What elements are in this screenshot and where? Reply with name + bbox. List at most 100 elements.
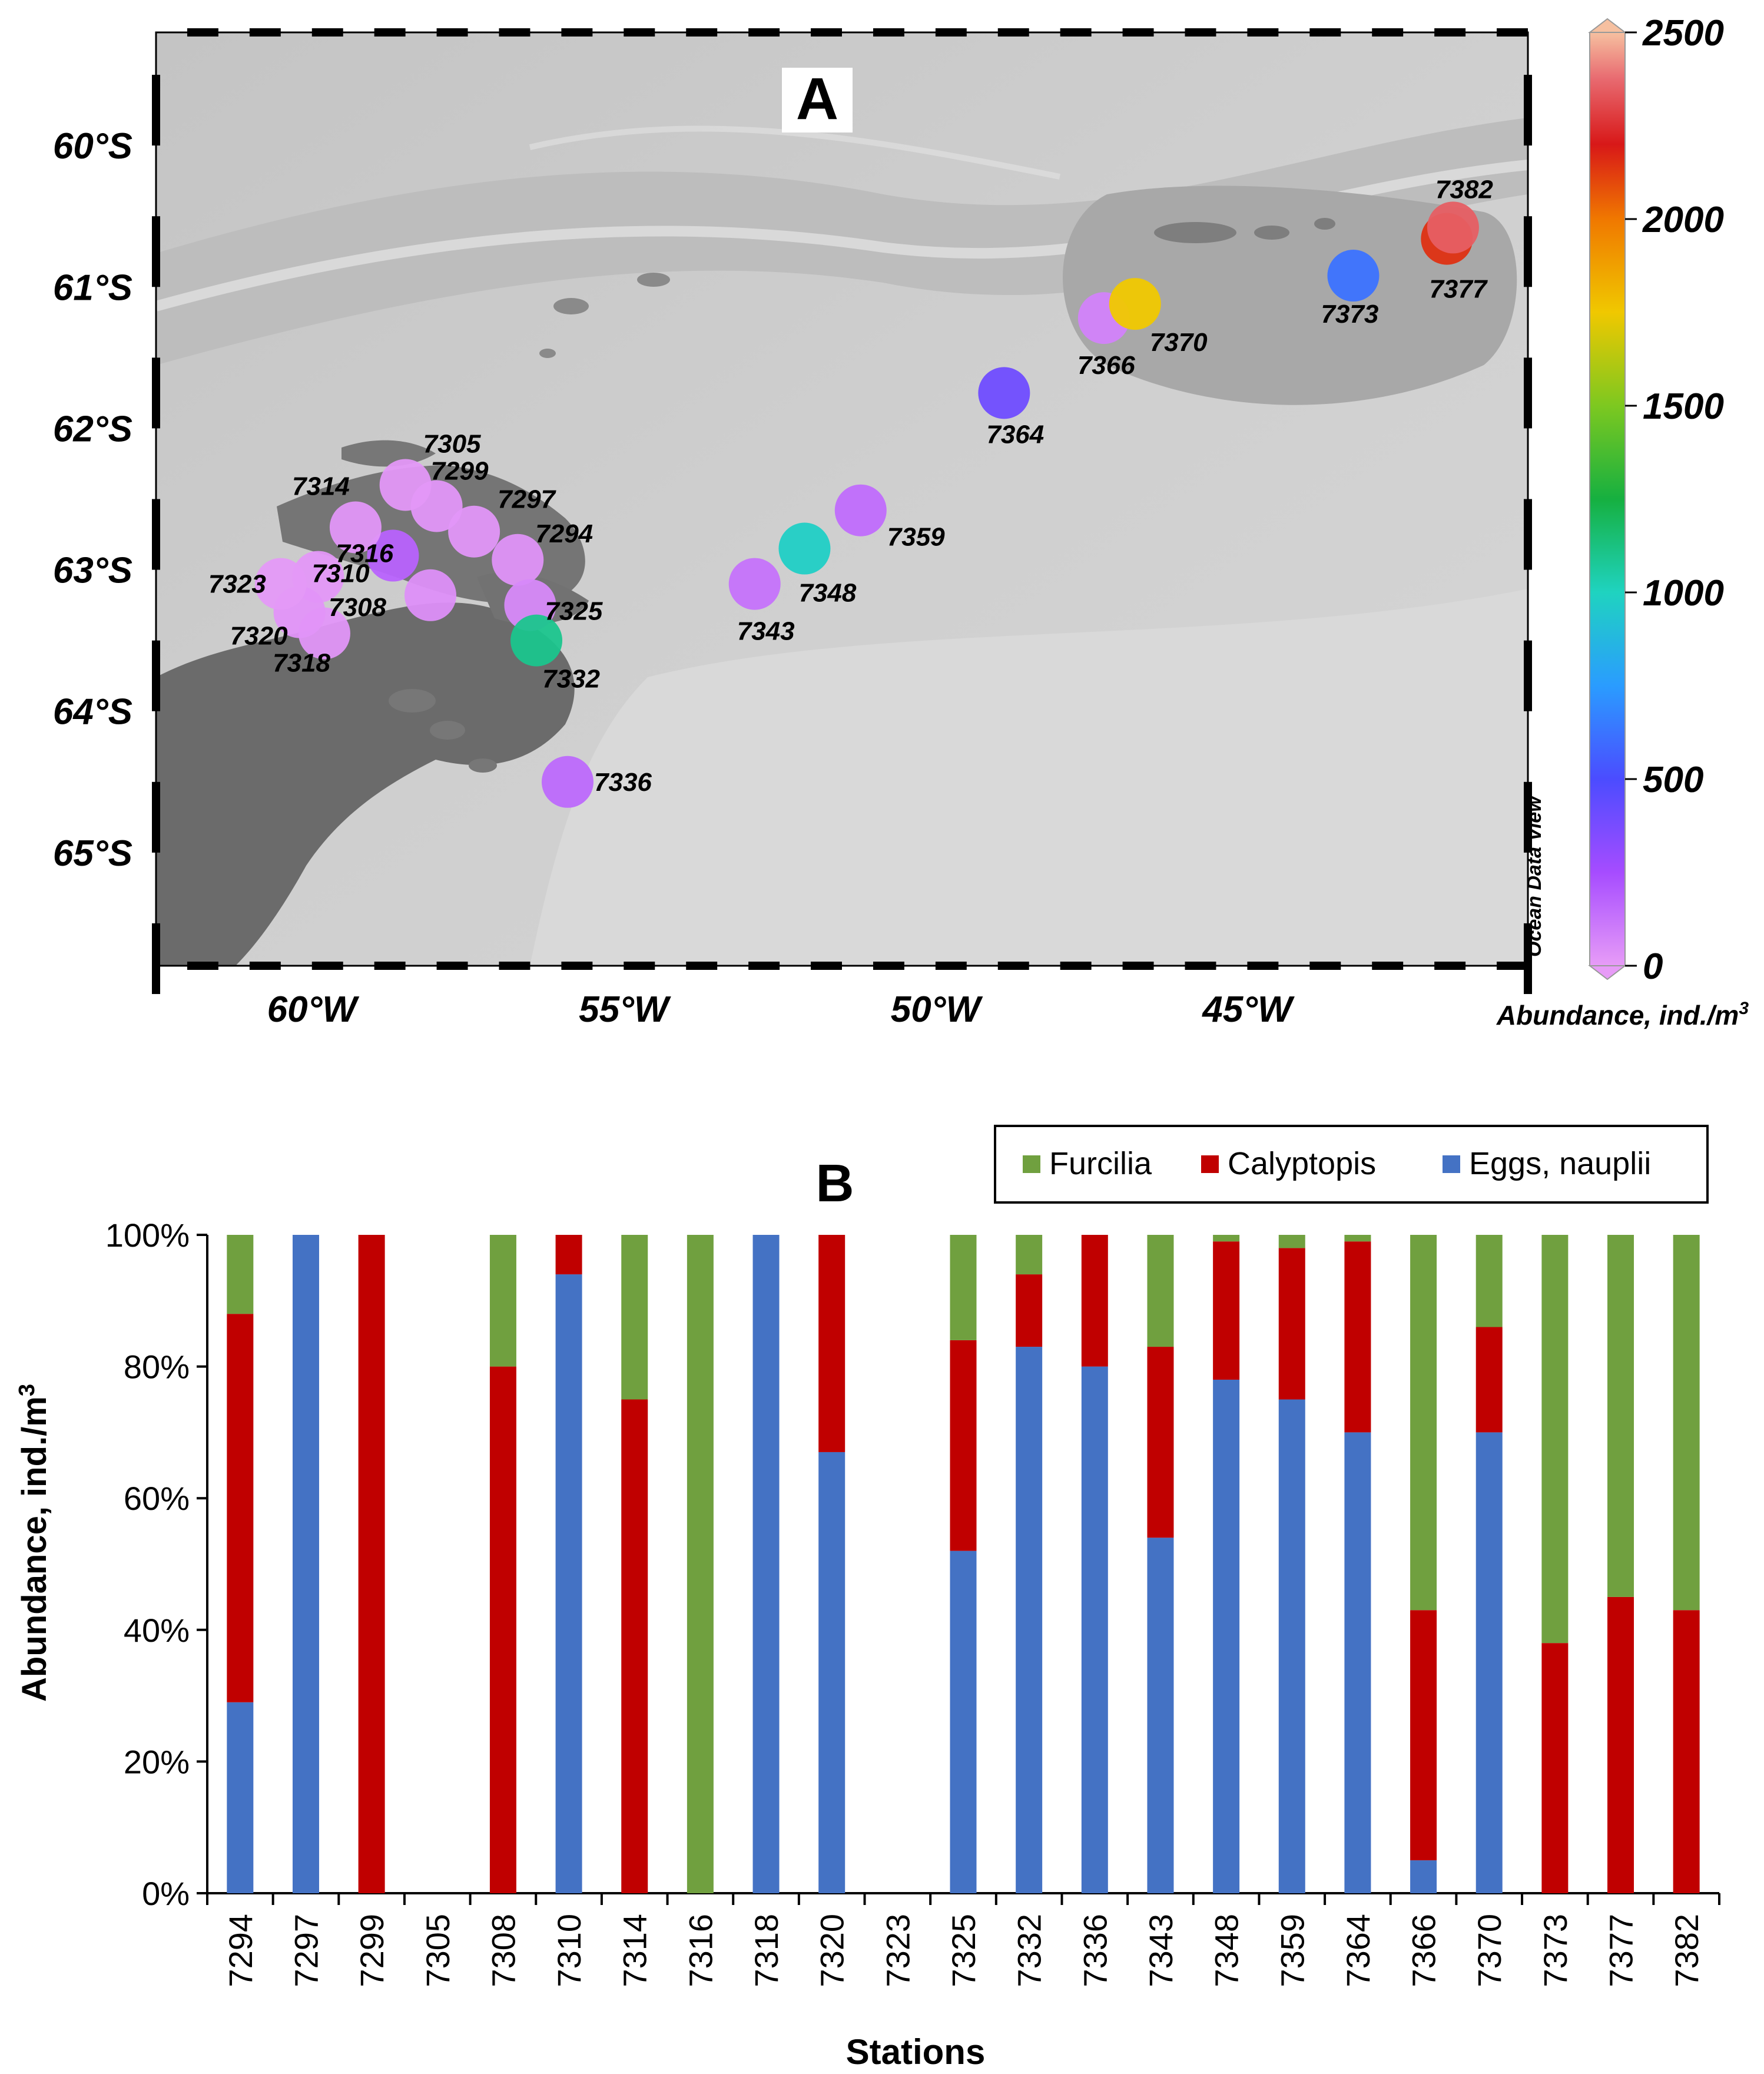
map-border-dash xyxy=(152,75,160,146)
bar-calyptopis-7314 xyxy=(621,1399,648,1893)
x-tick-label: 7323 xyxy=(879,1914,916,1987)
station-label-7299: 7299 xyxy=(431,457,489,486)
x-axis-title: Stations xyxy=(846,2032,986,2072)
map-border-dash xyxy=(1434,28,1466,37)
map-border-dash xyxy=(873,962,904,970)
bar-eggs-nauplii-7348 xyxy=(1213,1379,1240,1893)
legend-label-furcilia: Furcilia xyxy=(1049,1146,1152,1181)
station-marker-7364 xyxy=(978,367,1030,419)
map-border-dash xyxy=(1524,499,1532,570)
station-marker-7336 xyxy=(542,756,593,808)
map-border-dash xyxy=(1185,962,1216,970)
y-axis-title: Abundance, ind./m3 xyxy=(15,1384,54,1702)
station-label-7297: 7297 xyxy=(498,485,556,514)
map-border-dash xyxy=(686,28,718,37)
map-border-dash xyxy=(748,28,780,37)
bar-calyptopis-7373 xyxy=(1541,1643,1569,1893)
map-border-dash xyxy=(561,962,593,970)
x-tick-label: 7366 xyxy=(1405,1914,1443,1987)
bar-calyptopis-7370 xyxy=(1475,1327,1503,1433)
bar-calyptopis-7343 xyxy=(1147,1347,1174,1538)
map-y-tick-label: 61°S xyxy=(53,267,132,308)
station-label-7343: 7343 xyxy=(737,617,795,646)
map-border-dash xyxy=(374,962,406,970)
legend-box xyxy=(994,1125,1709,1204)
station-label-7308: 7308 xyxy=(329,593,386,622)
bar-furcilia-7294 xyxy=(227,1235,254,1314)
bar-furcilia-7382 xyxy=(1673,1235,1700,1611)
bar-eggs-nauplii-7318 xyxy=(752,1235,780,1893)
map-border-dash xyxy=(187,962,218,970)
y-tick-label: 80% xyxy=(124,1349,190,1386)
map-border-dash xyxy=(152,781,160,853)
station-marker-7308 xyxy=(404,569,456,621)
x-tick-label: 7314 xyxy=(616,1914,654,1987)
legend-swatch-calyptopis xyxy=(1201,1155,1219,1173)
map-border-dash xyxy=(1524,216,1532,287)
map-border-dash xyxy=(1122,962,1154,970)
x-tick-label: 7370 xyxy=(1471,1914,1508,1987)
colorbar-tick-label: 2500 xyxy=(1642,13,1724,54)
station-marker-7343 xyxy=(728,558,781,610)
map-border-dash xyxy=(249,962,281,970)
map-border-dash xyxy=(436,962,468,970)
station-label-7377: 7377 xyxy=(1429,275,1488,304)
map-border-dash xyxy=(811,962,842,970)
x-tick-label: 7373 xyxy=(1537,1914,1574,1987)
station-marker-7294 xyxy=(492,534,544,586)
bar-eggs-nauplii-7320 xyxy=(818,1452,845,1893)
station-label-7364: 7364 xyxy=(986,420,1044,449)
map-border-dash xyxy=(499,962,530,970)
map-border-dash xyxy=(1524,781,1532,853)
map-ticks xyxy=(152,28,1532,995)
bar-calyptopis-7325 xyxy=(950,1340,977,1551)
bar-eggs-nauplii-7370 xyxy=(1475,1432,1503,1893)
station-marker-7370 xyxy=(1109,278,1161,330)
bar-calyptopis-7336 xyxy=(1081,1235,1108,1367)
bar-furcilia-7325 xyxy=(950,1235,977,1340)
bar-eggs-nauplii-7325 xyxy=(950,1550,977,1893)
station-label-7348: 7348 xyxy=(798,579,856,608)
map-border-dash xyxy=(1524,357,1532,429)
map-border-dash xyxy=(1372,28,1404,37)
colorbar-gradient xyxy=(1589,32,1626,966)
y-tick-label: 20% xyxy=(124,1743,190,1780)
map-border-dash xyxy=(1372,962,1404,970)
bar-furcilia-7348 xyxy=(1213,1235,1240,1242)
station-label-7336: 7336 xyxy=(594,768,652,797)
map-border-dash xyxy=(1497,962,1528,970)
bar-eggs-nauplii-7294 xyxy=(227,1702,254,1893)
bar-eggs-nauplii-7310 xyxy=(555,1274,582,1893)
map-axis-labels: 60°W 55°W 50°W 45°W 60°S 61°S 62°S 63°S 64°S 65°S xyxy=(53,126,1295,1030)
colorbar-tick-label: 2000 xyxy=(1642,200,1724,240)
x-tick-label: 7348 xyxy=(1208,1914,1245,1987)
station-label-7382: 7382 xyxy=(1435,175,1493,204)
station-label-7323: 7323 xyxy=(208,570,266,599)
bar-calyptopis-7320 xyxy=(818,1235,845,1452)
colorbar: 0 500 1000 1500 2000 2500 Abundance, ind./m3 xyxy=(1496,13,1749,1031)
station-marker-7314 xyxy=(329,501,382,554)
bar-furcilia-7370 xyxy=(1475,1235,1503,1327)
x-tick-label: 7343 xyxy=(1142,1914,1179,1987)
map-y-tick-label: 64°S xyxy=(53,692,132,733)
map-border-dash xyxy=(1247,962,1279,970)
legend-swatch-furcilia xyxy=(1023,1155,1040,1173)
map-border-dash xyxy=(561,28,593,37)
y-tick-label: 100% xyxy=(105,1217,190,1254)
bar-axes: 0% 20% 40% 60% 80% 100% 7294 7297 7299 7305 7308 73… xyxy=(105,1217,1720,1987)
station-label-7332: 7332 xyxy=(542,665,600,694)
map-border-dash xyxy=(873,28,904,37)
map-border-dash xyxy=(997,28,1029,37)
map-border-dash xyxy=(935,28,967,37)
bar-calyptopis-7377 xyxy=(1607,1596,1634,1893)
map-border-dash xyxy=(624,962,655,970)
legend-label-eggs-nauplii: Eggs, nauplii xyxy=(1469,1146,1651,1181)
map-border-dash xyxy=(187,28,218,37)
map-border-dash xyxy=(1524,923,1532,995)
bar-calyptopis-7308 xyxy=(489,1366,516,1893)
map-border-dash xyxy=(1185,28,1216,37)
bar-eggs-nauplii-7366 xyxy=(1410,1860,1437,1893)
x-tick-label: 7305 xyxy=(419,1914,456,1987)
